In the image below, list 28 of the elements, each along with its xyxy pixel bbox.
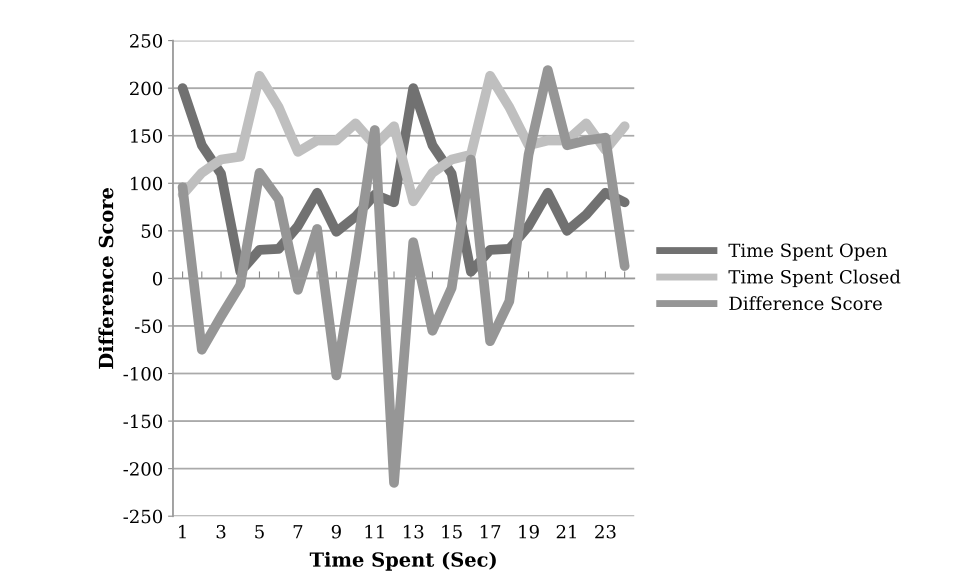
x-axis-title: Time Spent (Sec)	[310, 552, 496, 571]
x-tick-label: 7	[294, 525, 302, 538]
x-tick-label: 9	[332, 524, 341, 539]
x-tick-label: 3	[216, 524, 226, 539]
x-tick-label: 23	[595, 524, 616, 539]
x-tick-label: 21	[556, 524, 576, 538]
x-tick-label: 13	[404, 524, 424, 539]
y-tick-label: 200	[130, 82, 162, 96]
x-tick-label: 17	[480, 524, 500, 538]
legend-label: Time Spent Open	[728, 243, 888, 261]
y-tick-label: -200	[123, 462, 162, 476]
x-tick-label: 1	[179, 524, 186, 538]
x-tick-label: 5	[255, 525, 264, 539]
y-tick-label: 0	[152, 272, 162, 286]
legend-label: Difference Score	[729, 296, 882, 310]
y-tick-label: 250	[130, 34, 162, 48]
y-tick-label: 50	[142, 224, 162, 238]
x-tick-label: 15	[442, 524, 462, 539]
y-axis-title: Difference Score	[98, 188, 114, 369]
y-tick-label: -150	[123, 414, 162, 428]
x-tick-label: 11	[366, 524, 384, 538]
y-tick-label: -100	[123, 366, 162, 381]
y-tick-label: 150	[131, 129, 162, 143]
y-tick-label: 100	[131, 176, 162, 190]
x-tick-label: 19	[519, 524, 539, 539]
y-tick-label: -250	[123, 510, 162, 524]
legend-label: Time Spent Closed	[728, 270, 900, 288]
y-tick-label: -50	[134, 319, 162, 334]
